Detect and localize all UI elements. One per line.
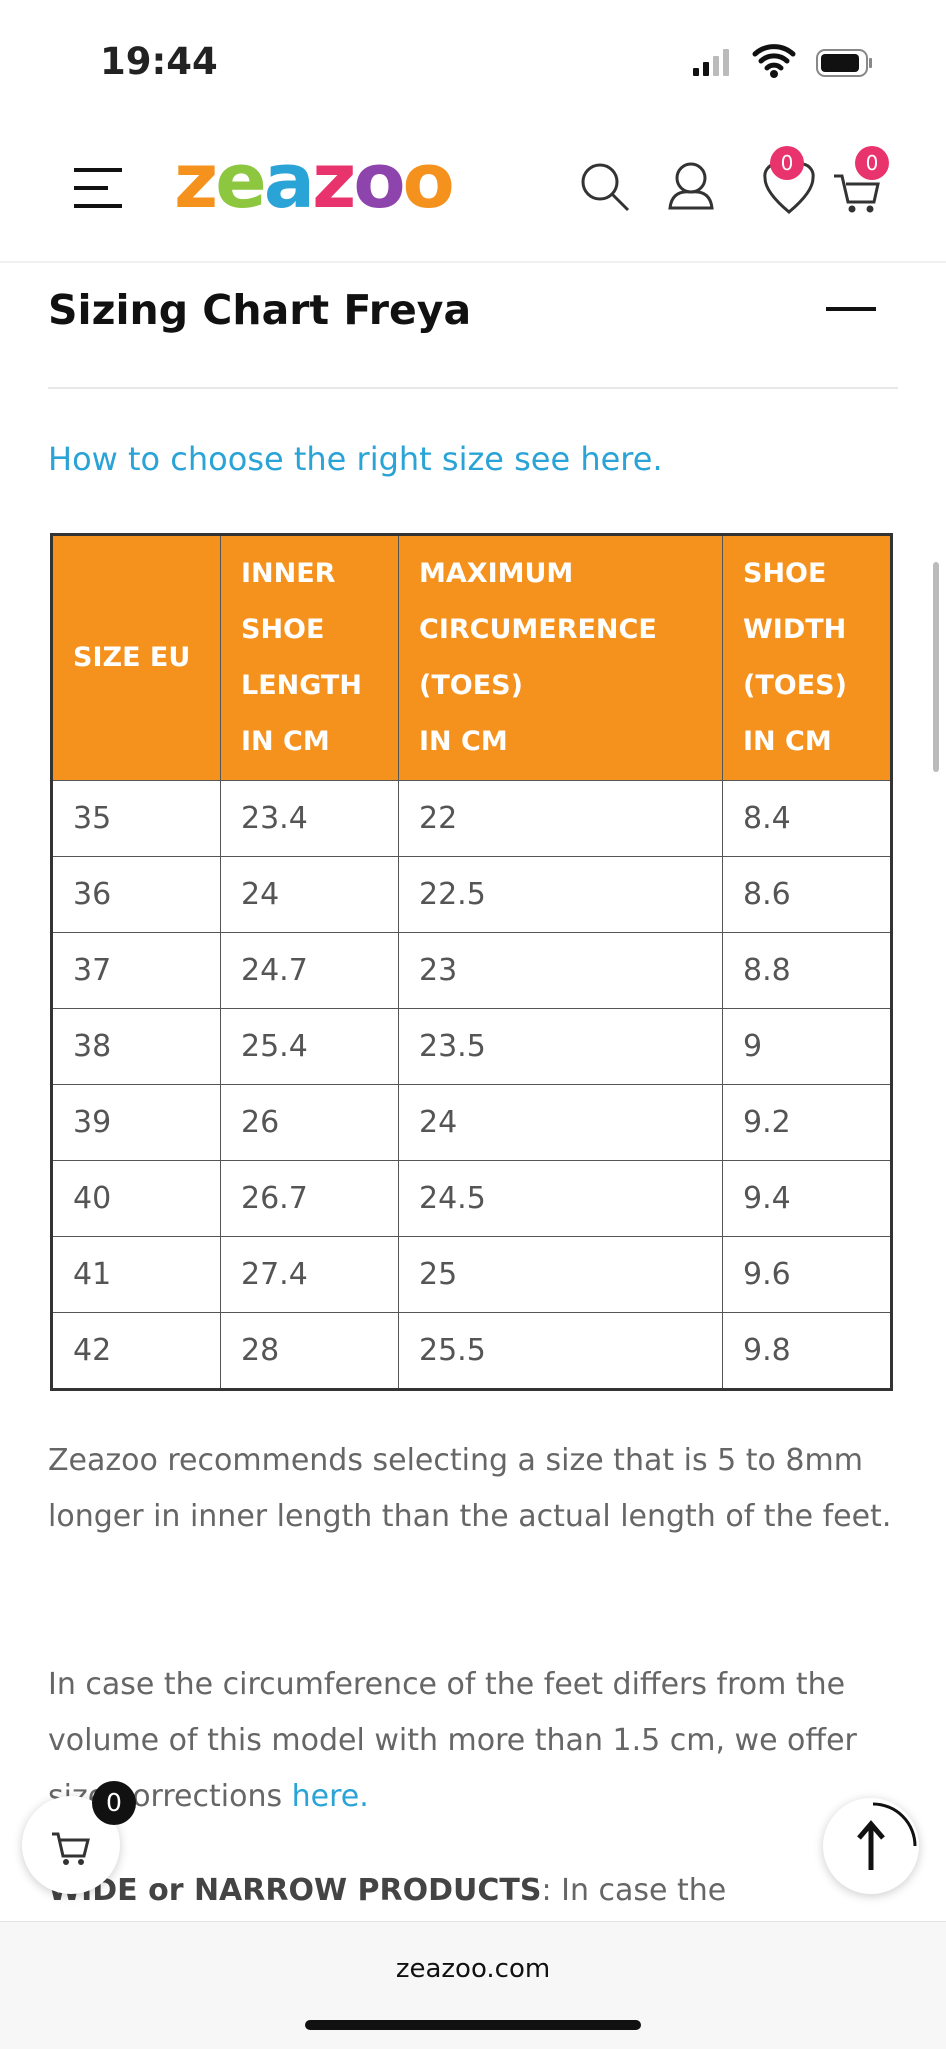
table-cell: 38 <box>51 1008 221 1085</box>
size-table: SIZE EU INNER SHOE LENGTH IN CM MAXIMUM CIRCUM… <box>50 533 893 1391</box>
table-cell: 28 <box>220 1312 399 1390</box>
size-guide-link[interactable]: How to choose the right size see here. <box>48 440 663 478</box>
table-cell: 8.6 <box>722 856 892 933</box>
header-line: IN CM <box>743 726 832 757</box>
paragraph: Zeazoo recommends selecting a size that … <box>48 1443 892 1534</box>
table-cell: 23.5 <box>398 1008 723 1085</box>
scrollbar <box>933 562 939 772</box>
collapse-icon[interactable] <box>826 307 876 311</box>
table-cell: 9.2 <box>722 1084 892 1161</box>
header-line: (TOES) <box>419 670 523 701</box>
browser-bar: zeazoo.com <box>0 1921 946 2049</box>
header-cell: SHOE WIDTH (TOES) IN CM <box>722 534 892 781</box>
table-row: 37 24.7 23 8.8 <box>51 932 892 1009</box>
table-cell: 35 <box>51 780 221 857</box>
table-cell: 23 <box>398 932 723 1009</box>
cart-badge: 0 <box>855 146 889 180</box>
table-cell: 24 <box>398 1084 723 1161</box>
table-cell: 24.5 <box>398 1160 723 1237</box>
account-icon[interactable] <box>668 162 714 210</box>
paragraph-text: In case the circumference of the feet di… <box>48 1667 857 1814</box>
table-cell: 24 <box>220 856 399 933</box>
status-time: 19:44 <box>100 40 218 83</box>
corrections-link[interactable]: here. <box>291 1779 369 1814</box>
table-row: 39 26 24 9.2 <box>51 1084 892 1161</box>
menu-button[interactable] <box>70 166 126 212</box>
table-cell: 25.5 <box>398 1312 723 1390</box>
cart-icon <box>52 1832 90 1865</box>
table-cell: 22.5 <box>398 856 723 933</box>
table-cell: 9.6 <box>722 1236 892 1313</box>
table-row: 38 25.4 23.5 9 <box>51 1008 892 1085</box>
floating-cart-badge: 0 <box>92 1781 136 1825</box>
arrow-up-icon <box>857 1802 917 1870</box>
paragraph: In case the circumference of the feet di… <box>48 1657 908 1825</box>
table-row: 36 24 22.5 8.6 <box>51 856 892 933</box>
header-cell: SIZE EU <box>51 534 221 781</box>
table-cell: 24.7 <box>220 932 399 1009</box>
search-icon[interactable] <box>581 163 630 212</box>
url: zeazoo.com <box>395 1954 551 1984</box>
header-line: IN CM <box>241 726 330 757</box>
paragraph-text: : In case the <box>541 1873 727 1908</box>
table-cell: 36 <box>51 856 221 933</box>
wishlist-badge: 0 <box>770 146 804 180</box>
logo-letter: z <box>312 136 356 225</box>
header-border <box>0 261 946 263</box>
table-cell: 41 <box>51 1236 221 1313</box>
table-cell: 25 <box>398 1236 723 1313</box>
table-row: 35 23.4 22 8.4 <box>51 780 892 857</box>
table-cell: 27.4 <box>220 1236 399 1313</box>
logo-letter: o <box>353 136 405 225</box>
header-cell: MAXIMUM CIRCUMERENCE (TOES) IN CM <box>398 534 723 781</box>
logo-letter: z <box>174 136 218 225</box>
scroll-top-button[interactable] <box>823 1798 919 1894</box>
table-cell: 26 <box>220 1084 399 1161</box>
table-row: 40 26.7 24.5 9.4 <box>51 1160 892 1237</box>
logo-letter: a <box>263 136 315 225</box>
table-row: 41 27.4 25 9.6 <box>51 1236 892 1313</box>
table-cell: 23.4 <box>220 780 399 857</box>
table-cell: 37 <box>51 932 221 1009</box>
logo[interactable]: zeazoo <box>174 136 455 226</box>
table-cell: 40 <box>51 1160 221 1237</box>
header-cell: INNER SHOE LENGTH IN CM <box>220 534 399 781</box>
table-cell: 26.7 <box>220 1160 399 1237</box>
table-cell: 8.8 <box>722 932 892 1009</box>
cart-icon[interactable] <box>834 174 880 213</box>
section-title: Sizing Chart Freya <box>48 286 472 334</box>
table-header: SIZE EU INNER SHOE LENGTH IN CM MAXIMUM CIRCUM… <box>51 534 892 781</box>
table-row: 42 28 25.5 9.8 <box>51 1312 892 1390</box>
header-line: (TOES) <box>743 670 847 701</box>
status-icons <box>693 44 872 78</box>
divider <box>48 387 898 389</box>
table-cell: 42 <box>51 1312 221 1390</box>
logo-letter: o <box>402 136 455 225</box>
paragraph: WIDE or NARROW PRODUCTS: In case the <box>48 1863 908 1919</box>
table-cell: 22 <box>398 780 723 857</box>
logo-letter: e <box>215 136 267 225</box>
table-cell: 8.4 <box>722 780 892 857</box>
header-line: SHOE <box>743 558 827 589</box>
paragraph-bold: WIDE or NARROW PRODUCTS <box>48 1873 542 1908</box>
table-cell: 9.4 <box>722 1160 892 1237</box>
header-line: MAXIMUM <box>419 558 574 589</box>
header-line: SIZE EU <box>73 642 191 673</box>
header-line: LENGTH <box>241 670 362 701</box>
header-line: SHOE <box>241 614 325 645</box>
table-cell: 39 <box>51 1084 221 1161</box>
header-icons <box>581 162 880 214</box>
home-indicator <box>305 2020 641 2030</box>
table-cell: 25.4 <box>220 1008 399 1085</box>
header-line: CIRCUMERENCE <box>419 614 657 645</box>
header-line: INNER <box>241 558 336 589</box>
header-line: WIDTH <box>743 614 847 645</box>
table-cell: 9 <box>722 1008 892 1085</box>
header-line: IN CM <box>419 726 508 757</box>
table-cell: 9.8 <box>722 1312 892 1390</box>
